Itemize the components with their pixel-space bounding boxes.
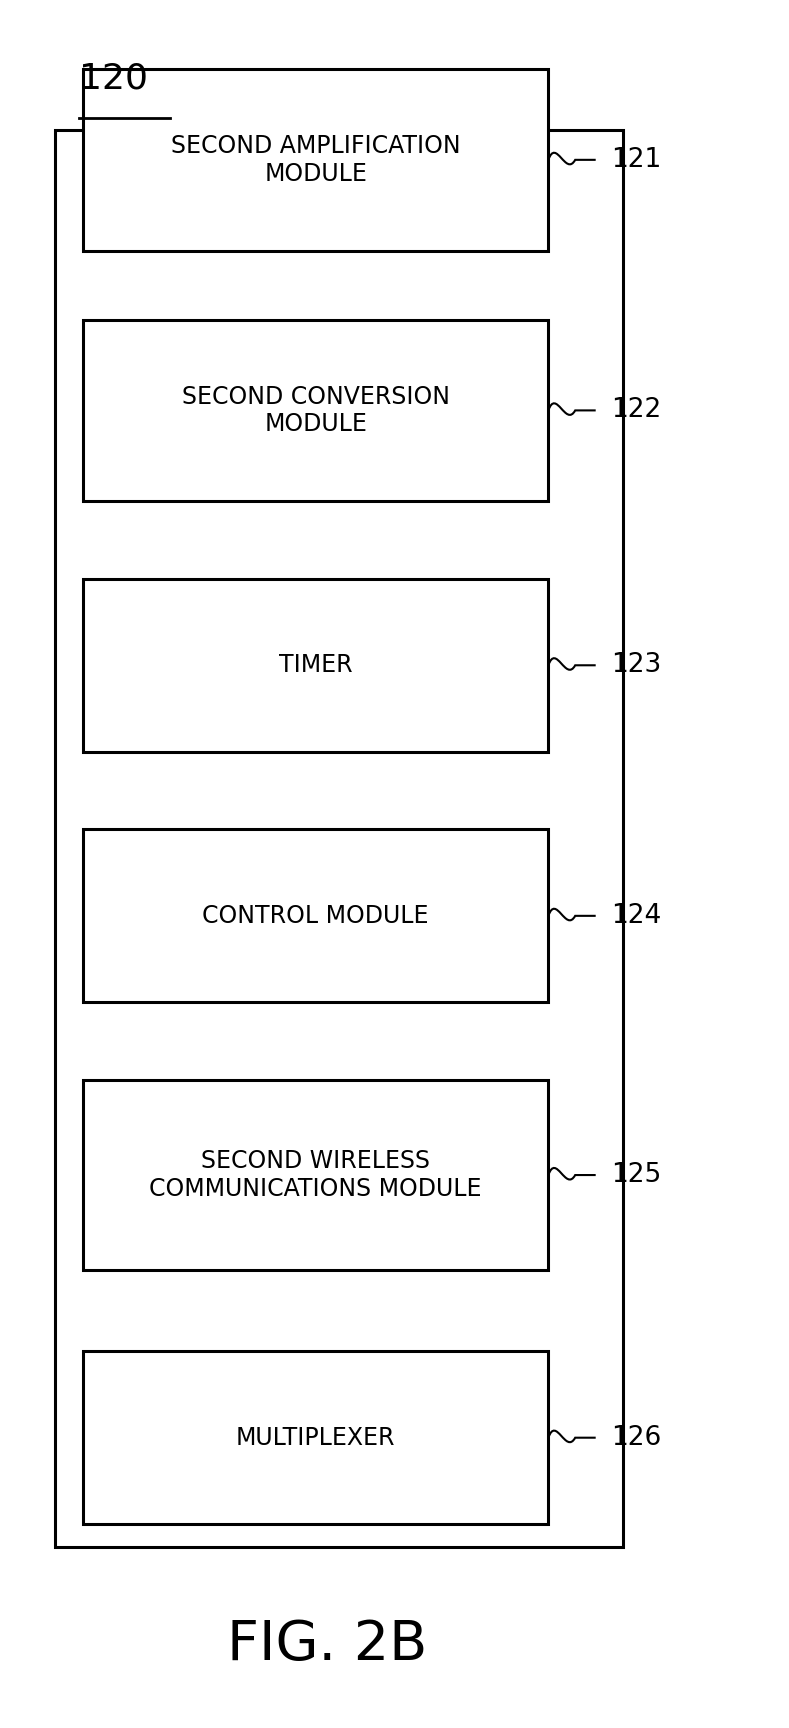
Text: 123: 123: [611, 651, 662, 679]
Bar: [55, 130, 623, 1547]
Text: SECOND WIRELESS
COMMUNICATIONS MODULE: SECOND WIRELESS COMMUNICATIONS MODULE: [149, 1149, 482, 1201]
Text: TIMER: TIMER: [279, 653, 353, 677]
Bar: [83, 1080, 548, 1270]
Bar: [83, 69, 548, 251]
Text: CONTROL MODULE: CONTROL MODULE: [202, 904, 429, 928]
Text: 120: 120: [79, 60, 148, 95]
Text: FIG. 2B: FIG. 2B: [227, 1617, 428, 1673]
Text: SECOND CONVERSION
MODULE: SECOND CONVERSION MODULE: [181, 385, 450, 435]
Text: MULTIPLEXER: MULTIPLEXER: [236, 1426, 395, 1450]
Text: 122: 122: [611, 397, 662, 423]
Bar: [83, 320, 548, 501]
Bar: [83, 1351, 548, 1524]
Bar: [83, 579, 548, 752]
Text: 126: 126: [611, 1424, 662, 1452]
Text: 124: 124: [611, 902, 662, 930]
Bar: [83, 829, 548, 1002]
Text: SECOND AMPLIFICATION
MODULE: SECOND AMPLIFICATION MODULE: [170, 135, 461, 185]
Text: 121: 121: [611, 147, 662, 173]
Text: 125: 125: [611, 1161, 662, 1189]
